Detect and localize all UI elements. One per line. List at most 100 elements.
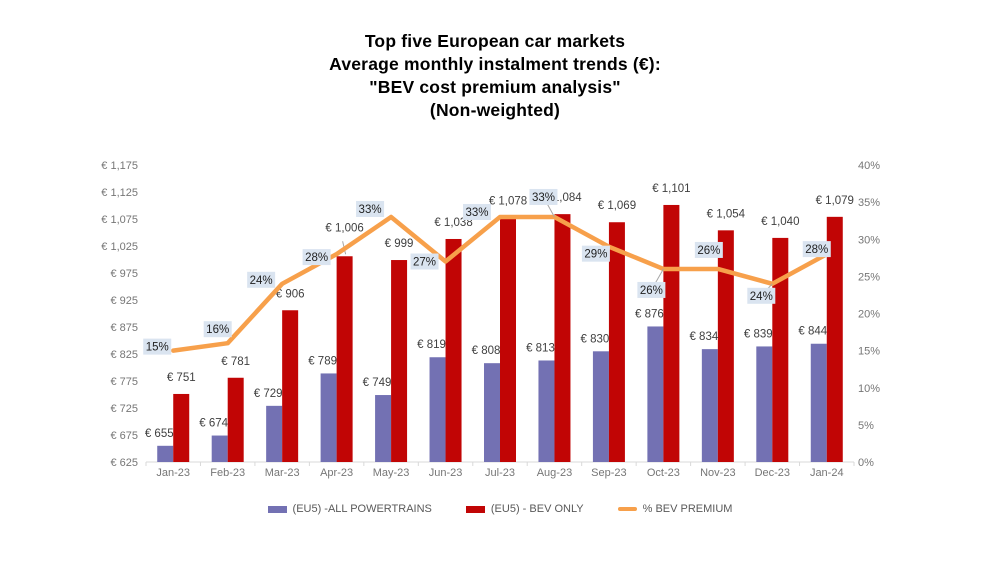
value-label-bev-only: € 1,038 — [434, 217, 472, 229]
right-axis-tick-label: 0% — [858, 457, 874, 469]
left-axis-tick-label: € 1,175 — [101, 160, 138, 172]
value-label-all-powertrains: € 674 — [199, 418, 228, 430]
right-axis-tick-label: 30% — [858, 234, 880, 246]
x-axis-category-label: Oct-23 — [647, 467, 680, 479]
bar-bev-only — [227, 377, 244, 462]
value-label-all-powertrains: € 789 — [308, 355, 337, 367]
bar-all-powertrains — [484, 363, 500, 462]
value-label-all-powertrains: € 834 — [689, 331, 718, 343]
chart-title-line-4: (Non-weighted) — [429, 100, 561, 120]
pct-label-bev-premium: 16% — [206, 324, 229, 336]
legend-bar-swatch-icon — [465, 505, 485, 513]
legend-label-all-powertrains: (EU5) -ALL POWERTRAINS — [292, 503, 432, 515]
value-label-bev-only: € 906 — [276, 288, 305, 300]
left-axis-tick-label: € 1,075 — [101, 214, 138, 226]
value-label-all-powertrains: € 808 — [472, 345, 501, 357]
right-axis-tick-label: 5% — [858, 420, 874, 432]
x-axis-category-label: Feb-23 — [210, 467, 245, 479]
left-axis-tick-label: € 1,125 — [101, 187, 138, 199]
right-axis-tick-label: 25% — [858, 271, 880, 283]
x-axis-category-label: Jul-23 — [485, 467, 515, 479]
pct-label-bev-premium: 27% — [413, 257, 436, 269]
left-axis-tick-label: € 825 — [110, 349, 138, 361]
x-axis-category-label: May-23 — [373, 467, 410, 479]
bar-bev-only — [663, 204, 680, 462]
legend-item-bev-premium: % BEV PREMIUM — [617, 503, 733, 515]
left-axis-tick-label: € 675 — [110, 430, 138, 442]
left-axis-tick-label: € 725 — [110, 403, 138, 415]
pct-label-bev-premium: 29% — [584, 249, 607, 261]
pct-label-badge — [802, 241, 831, 258]
bar-all-powertrains — [538, 360, 555, 462]
value-label-bev-only: € 751 — [167, 372, 196, 384]
value-label-all-powertrains: € 749 — [363, 377, 392, 389]
left-axis-tick-label: € 925 — [110, 295, 138, 307]
pct-label-bev-premium: 26% — [640, 285, 663, 297]
bar-bev-only — [282, 310, 299, 462]
pct-label-bev-premium: 33% — [465, 207, 488, 219]
x-axis-category-label: Apr-23 — [320, 467, 353, 479]
value-label-all-powertrains: € 813 — [526, 342, 555, 354]
chart-title-line-2: Average monthly instalment trends (€): — [329, 54, 661, 74]
value-label-bev-only: € 1,101 — [652, 183, 690, 195]
chart-title: Top five European car markets Average mo… — [0, 30, 990, 122]
pct-label-badge — [463, 203, 491, 220]
left-axis-tick-label: € 975 — [110, 268, 138, 280]
legend-label-bev-only: (EU5) - BEV ONLY — [490, 503, 584, 515]
pct-label-bev-premium: 26% — [697, 245, 720, 257]
chart-title-line-1: Top five European car markets — [364, 31, 626, 51]
bar-bev-only — [445, 238, 462, 462]
bar-all-powertrains — [647, 326, 664, 462]
bar-bev-only — [391, 260, 408, 462]
pct-label-badge — [247, 271, 276, 288]
chart-legend: (EU5) -ALL POWERTRAINS (EU5) - BEV ONLY … — [0, 503, 1000, 515]
bar-bev-only — [717, 230, 734, 462]
bar-all-powertrains — [375, 395, 392, 462]
legend-item-bev-only: (EU5) - BEV ONLY — [465, 503, 584, 515]
bar-all-powertrains — [211, 435, 228, 462]
pct-label-bev-premium: 33% — [359, 204, 382, 216]
pct-label-badge — [694, 241, 723, 258]
pct-label-badge — [356, 200, 385, 217]
x-axis-category-label: Sep-23 — [591, 467, 626, 479]
value-label-all-powertrains: € 844 — [798, 326, 827, 338]
pct-label-badge — [747, 287, 776, 304]
bar-bev-only — [500, 217, 516, 462]
value-label-bev-only: € 999 — [385, 238, 414, 250]
x-axis-category-label: Jun-23 — [429, 467, 463, 479]
left-axis-tick-label: € 875 — [110, 322, 138, 334]
bar-all-powertrains — [157, 445, 174, 462]
value-label-bev-only: € 1,006 — [325, 222, 363, 234]
pct-label-bev-premium: 24% — [750, 291, 773, 303]
value-label-all-powertrains: € 839 — [744, 328, 773, 340]
legend-label-bev-premium: % BEV PREMIUM — [642, 503, 733, 515]
pct-label-bev-premium: 28% — [305, 252, 328, 264]
x-axis-category-label: Aug-23 — [537, 467, 572, 479]
value-label-bev-only: € 1,078 — [489, 195, 527, 207]
x-axis-category-label: Mar-23 — [265, 467, 300, 479]
pct-label-badge — [143, 338, 172, 355]
chart-title-line-3: "BEV cost premium analysis" — [369, 77, 621, 97]
value-label-bev-only: € 1,079 — [816, 195, 854, 207]
bar-all-powertrains — [429, 357, 446, 462]
pct-label-badge — [302, 249, 331, 266]
left-axis-tick-label: € 1,025 — [101, 241, 138, 253]
left-axis-tick-label: € 775 — [110, 376, 138, 388]
left-axis-tick-label: € 625 — [110, 457, 138, 469]
bar-bev-only — [772, 237, 789, 462]
value-label-all-powertrains: € 819 — [417, 339, 446, 351]
bev-premium-line — [170, 214, 830, 353]
bar-all-powertrains — [266, 405, 283, 462]
right-axis-tick-label: 20% — [858, 309, 880, 321]
value-label-bev-only: € 781 — [221, 356, 250, 368]
x-axis-category-label: Jan-23 — [156, 467, 190, 479]
bar-bev-only — [826, 216, 843, 462]
value-label-bev-only: € 1,054 — [707, 208, 746, 220]
bar-bev-only — [608, 222, 625, 462]
x-axis-category-label: Nov-23 — [700, 467, 735, 479]
x-axis-category-label: Dec-23 — [755, 467, 790, 479]
value-label-bev-only: € 1,069 — [598, 200, 636, 212]
pct-label-bev-premium: 15% — [146, 342, 169, 354]
